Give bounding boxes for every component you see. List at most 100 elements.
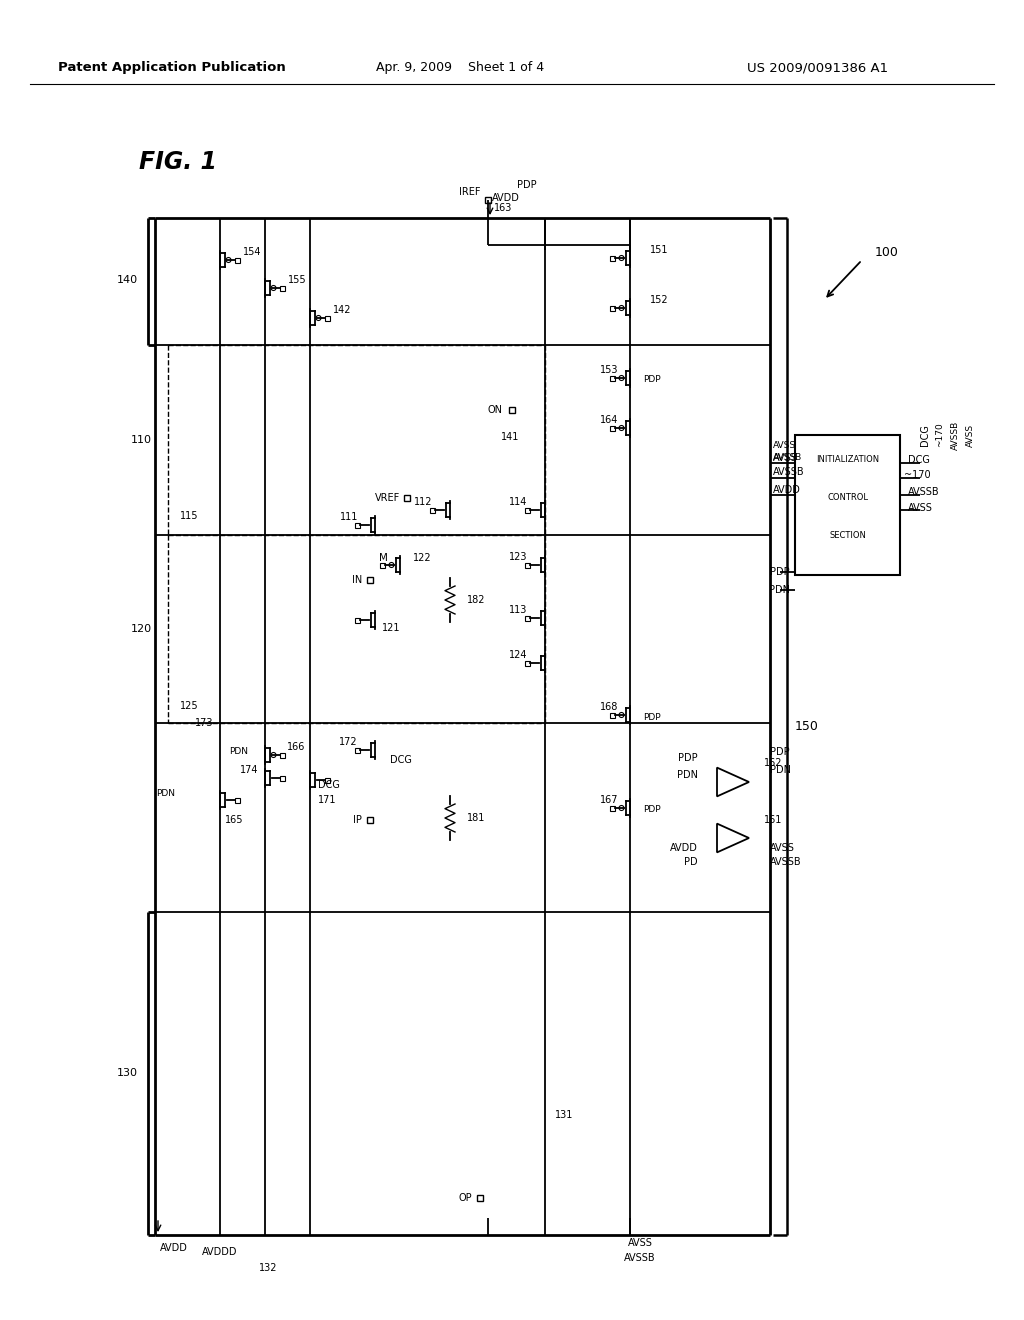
Text: 121: 121: [382, 623, 400, 634]
Text: 167: 167: [599, 795, 618, 805]
Text: 163: 163: [494, 203, 512, 213]
Text: PDP: PDP: [643, 805, 660, 814]
Text: AVDDD: AVDDD: [203, 1247, 238, 1257]
Bar: [367, 577, 373, 583]
Text: PDP: PDP: [517, 180, 537, 190]
Text: VREF: VREF: [375, 492, 400, 503]
Bar: [525, 660, 530, 665]
Bar: [367, 817, 373, 822]
Text: AVSSB: AVSSB: [770, 857, 802, 867]
Text: PDN: PDN: [677, 770, 698, 780]
Text: 113: 113: [509, 605, 527, 615]
Text: US 2009/0091386 A1: US 2009/0091386 A1: [748, 62, 889, 74]
Text: 115: 115: [180, 511, 199, 521]
Text: AVDD: AVDD: [492, 193, 520, 203]
Text: M: M: [379, 553, 388, 564]
Bar: [525, 507, 530, 512]
Text: AVSSB: AVSSB: [950, 420, 959, 450]
Bar: [280, 285, 285, 290]
Text: OP: OP: [459, 1193, 472, 1203]
Text: SECTION: SECTION: [829, 532, 866, 540]
Bar: [509, 407, 515, 413]
Bar: [610, 305, 615, 310]
Bar: [325, 315, 330, 321]
Bar: [610, 713, 615, 718]
Text: CONTROL: CONTROL: [827, 494, 868, 503]
Bar: [610, 805, 615, 810]
Text: ~170: ~170: [936, 422, 944, 447]
Text: 181: 181: [467, 813, 485, 822]
Text: 154: 154: [243, 247, 261, 257]
Text: 152: 152: [650, 294, 669, 305]
Text: IREF: IREF: [459, 187, 480, 197]
Text: PDN: PDN: [229, 747, 248, 756]
Text: DCG: DCG: [318, 780, 340, 789]
Text: 141: 141: [501, 432, 519, 442]
Text: 155: 155: [288, 275, 306, 285]
Text: AVSSB: AVSSB: [908, 487, 940, 498]
Text: AVSSB: AVSSB: [773, 467, 805, 477]
Bar: [355, 747, 360, 752]
Text: 123: 123: [509, 552, 527, 562]
Text: 112: 112: [414, 498, 432, 507]
Text: ON: ON: [487, 405, 502, 414]
Text: ~170: ~170: [904, 470, 931, 480]
Bar: [355, 618, 360, 623]
Text: 173: 173: [195, 718, 213, 729]
Text: 168: 168: [600, 702, 618, 711]
Text: PDP: PDP: [643, 713, 660, 722]
Bar: [525, 562, 530, 568]
Text: PDP: PDP: [770, 747, 790, 756]
Text: 172: 172: [339, 737, 358, 747]
Text: AVSSB: AVSSB: [625, 1253, 655, 1263]
Text: 132: 132: [259, 1263, 278, 1272]
Text: 140: 140: [117, 275, 138, 285]
Text: 111: 111: [340, 512, 358, 521]
Bar: [234, 797, 240, 803]
Text: AVSSB: AVSSB: [773, 454, 802, 462]
Text: PD: PD: [684, 857, 698, 867]
Bar: [430, 507, 435, 512]
Text: 161: 161: [764, 814, 782, 825]
Text: INITIALIZATION: INITIALIZATION: [816, 455, 879, 465]
Text: 153: 153: [599, 366, 618, 375]
Text: AVSS: AVSS: [628, 1238, 652, 1247]
Bar: [280, 776, 285, 780]
Bar: [404, 495, 410, 502]
Text: AVSS: AVSS: [908, 503, 933, 513]
Text: 166: 166: [287, 742, 305, 752]
Text: PDN: PDN: [770, 766, 791, 775]
Text: AVSS: AVSS: [773, 441, 796, 450]
Bar: [525, 615, 530, 620]
Bar: [477, 1195, 483, 1201]
Text: AVDD: AVDD: [160, 1243, 187, 1253]
Text: 165: 165: [225, 814, 244, 825]
Text: AVSS: AVSS: [966, 424, 975, 446]
Text: AVDD: AVDD: [773, 484, 801, 495]
Text: 162: 162: [764, 758, 782, 768]
Text: 120: 120: [131, 624, 152, 634]
Bar: [485, 197, 490, 203]
Text: 142: 142: [333, 305, 351, 315]
Text: PDN: PDN: [769, 585, 790, 595]
Text: 114: 114: [509, 498, 527, 507]
Text: 122: 122: [413, 553, 432, 564]
Text: 125: 125: [180, 701, 199, 711]
Text: 174: 174: [240, 766, 258, 775]
Text: AVSS: AVSS: [773, 453, 798, 463]
Text: PDN: PDN: [156, 788, 175, 797]
Bar: [234, 257, 240, 263]
Text: FIG. 1: FIG. 1: [139, 150, 217, 174]
Bar: [280, 752, 285, 758]
Bar: [610, 375, 615, 380]
Bar: [380, 562, 385, 568]
Bar: [610, 425, 615, 430]
Text: 124: 124: [509, 649, 527, 660]
Text: DCG: DCG: [908, 455, 930, 465]
Text: AVDD: AVDD: [670, 843, 698, 853]
Bar: [610, 256, 615, 260]
Text: PDP: PDP: [770, 568, 790, 577]
Text: 130: 130: [117, 1068, 138, 1078]
Text: PDP: PDP: [643, 375, 660, 384]
Text: Patent Application Publication: Patent Application Publication: [58, 62, 286, 74]
